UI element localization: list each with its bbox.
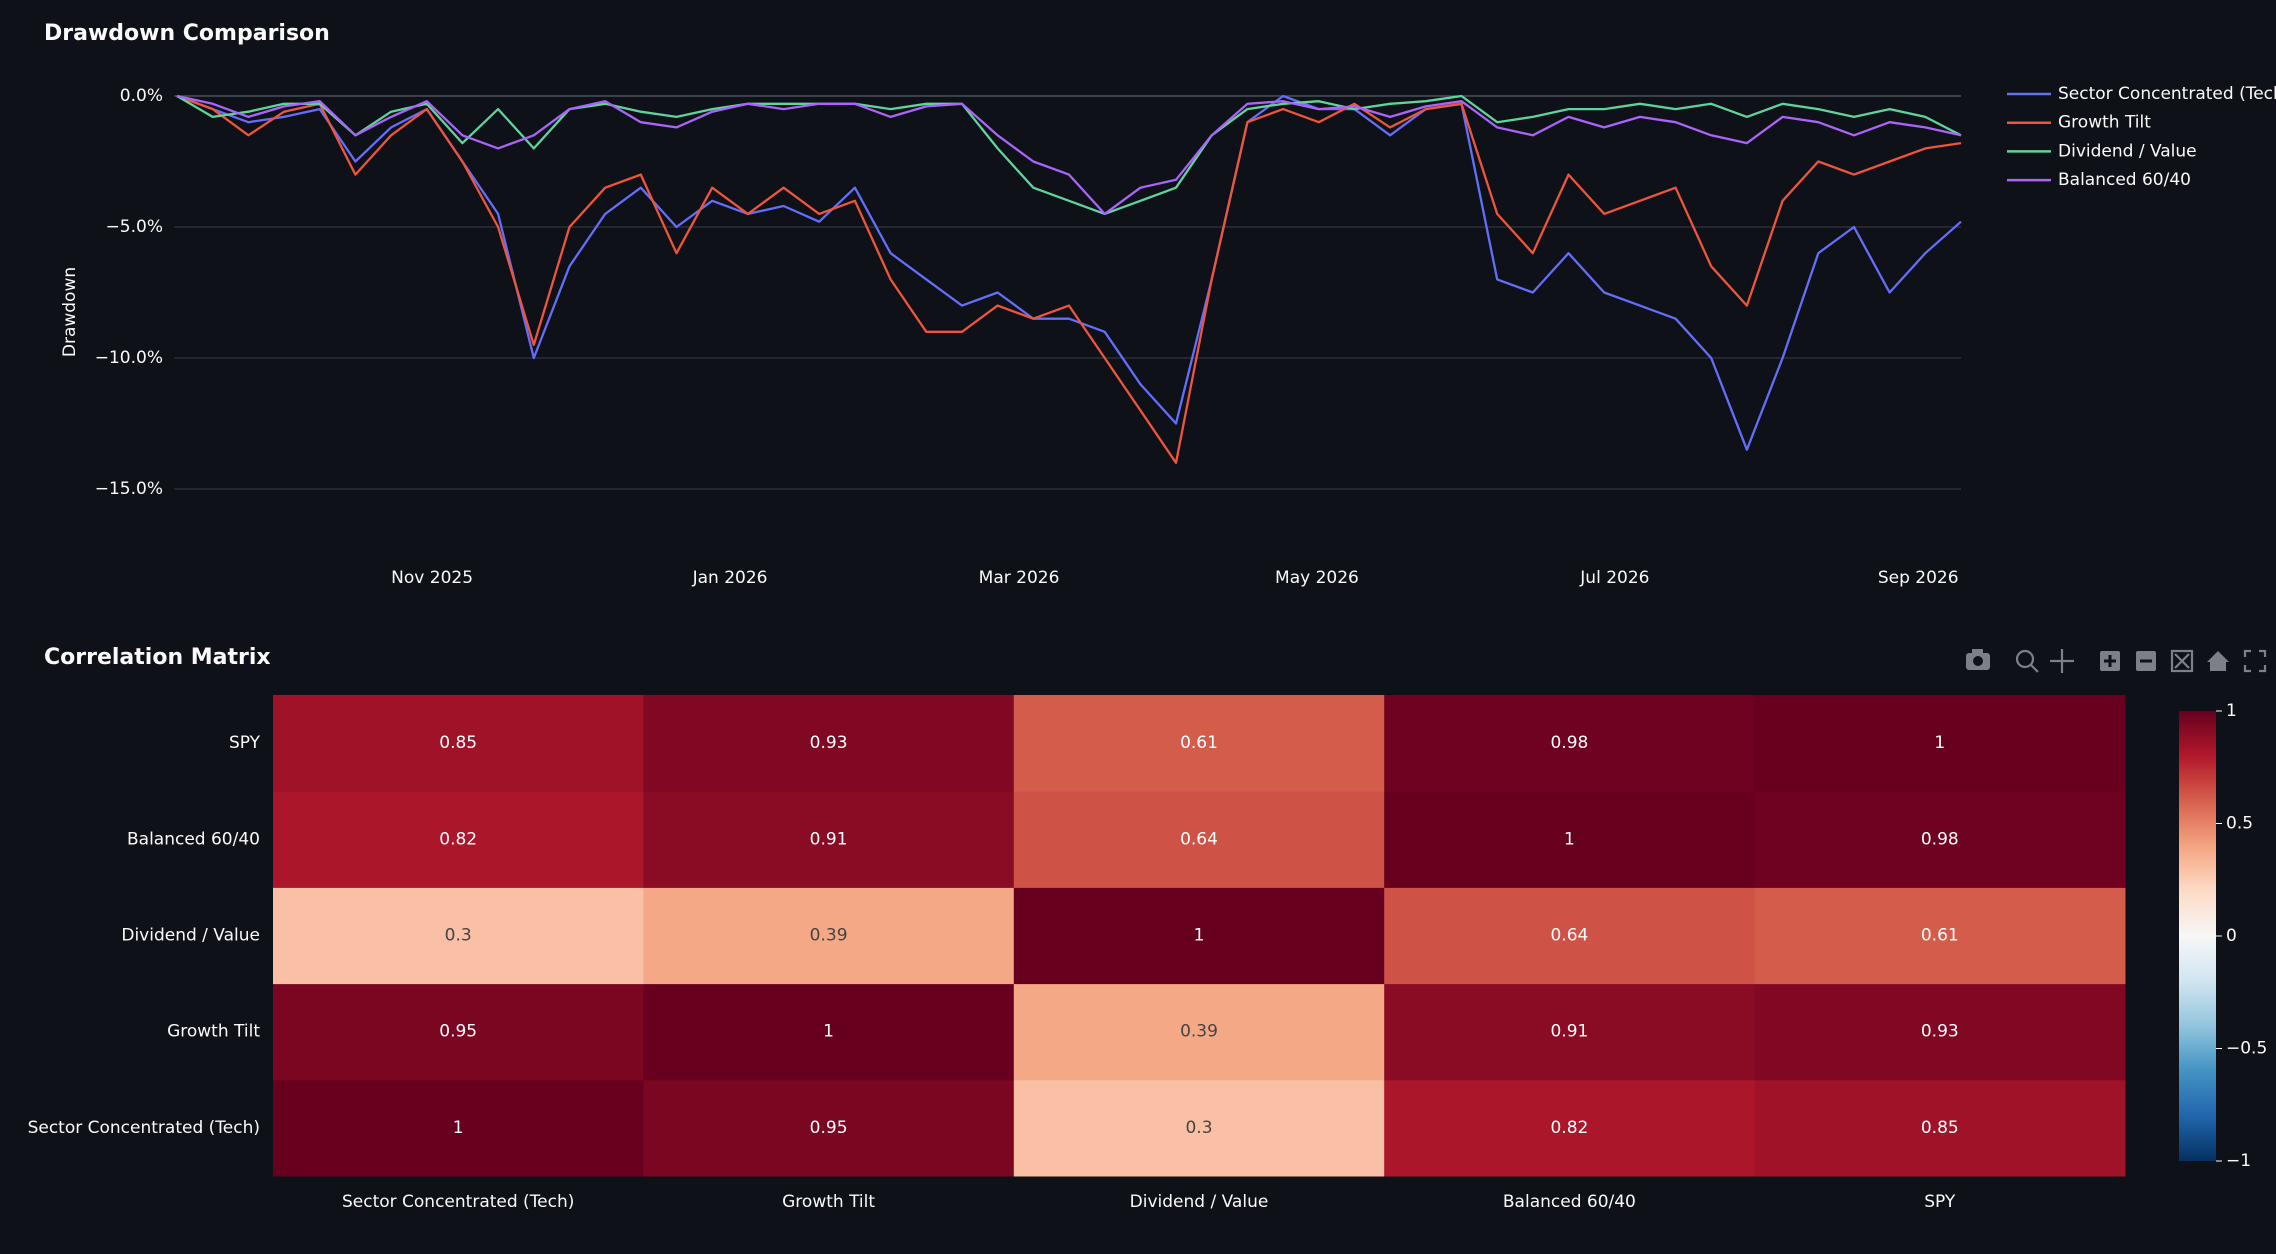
y-tick-label: −10.0% xyxy=(95,348,163,368)
fullscreen-icon[interactable] xyxy=(2243,649,2267,673)
heatmap-cell xyxy=(1384,887,1756,985)
y-tick-label: Sector Concentrated (Tech) xyxy=(28,1118,260,1138)
series-line xyxy=(176,94,1962,464)
y-axis-title: Drawdown xyxy=(60,267,80,357)
y-tick-label: 0.0% xyxy=(120,86,163,106)
cell-label: 0.64 xyxy=(1550,926,1588,946)
x-tick-label: Sep 2026 xyxy=(1878,568,1959,588)
legend-label: Sector Concentrated (Tech) xyxy=(2058,84,2276,104)
colorbar-tick-label: 1 xyxy=(2226,701,2237,721)
heatmap-cell xyxy=(1384,1079,1756,1177)
heatmap-cell xyxy=(643,1079,1015,1177)
heatmap-cell xyxy=(273,887,644,985)
colorbar-tick-label: 0.5 xyxy=(2226,814,2253,834)
series-line xyxy=(176,94,1962,216)
cell-label: 0.98 xyxy=(1921,829,1959,849)
colorbar-tick-label: −0.5 xyxy=(2226,1039,2267,1059)
x-tick-label: Sector Concentrated (Tech) xyxy=(342,1192,574,1212)
x-tick-label: Jul 2026 xyxy=(1579,568,1649,588)
zoom-out-icon[interactable] xyxy=(2136,651,2156,671)
cell-label: 0.61 xyxy=(1921,926,1959,946)
heatmap-cell xyxy=(1384,695,1756,792)
x-tick-label: Growth Tilt xyxy=(782,1192,875,1212)
cell-label: 0.95 xyxy=(439,1022,477,1042)
cell-label: 0.85 xyxy=(439,733,477,753)
heatmap-cell xyxy=(1754,695,2126,792)
y-tick-label: SPY xyxy=(229,733,261,753)
colorbar xyxy=(2179,711,2216,1161)
heatmap-cell xyxy=(1754,791,2126,888)
heatmap-cell xyxy=(273,1079,644,1177)
y-tick-label: −15.0% xyxy=(95,479,163,499)
pan-icon[interactable] xyxy=(2050,649,2074,673)
y-tick-label: −5.0% xyxy=(106,217,163,237)
cell-label: 0.91 xyxy=(810,829,848,849)
cell-label: 1 xyxy=(1564,829,1575,849)
heatmap-cell xyxy=(273,695,644,792)
cell-label: 1 xyxy=(453,1118,464,1138)
legend-label: Growth Tilt xyxy=(2058,113,2151,133)
zoom-in-icon[interactable] xyxy=(2100,651,2120,671)
heatmap-cell xyxy=(273,791,644,888)
cell-label: 0.93 xyxy=(810,733,848,753)
heatmap-cell xyxy=(1013,887,1385,985)
x-tick-label: Mar 2026 xyxy=(979,568,1060,588)
camera-icon[interactable] xyxy=(1966,649,1990,670)
x-tick-label: Dividend / Value xyxy=(1130,1192,1269,1212)
modebar[interactable] xyxy=(1966,649,2267,673)
x-tick-label: Jan 2026 xyxy=(692,568,768,588)
heatmap-cell xyxy=(1754,887,2126,985)
heatmap-cell xyxy=(1013,695,1385,792)
cell-label: 0.91 xyxy=(1550,1022,1588,1042)
series-line xyxy=(176,94,1962,451)
cell-label: 0.3 xyxy=(1185,1118,1212,1138)
y-tick-label: Dividend / Value xyxy=(121,926,260,946)
zoom-icon[interactable] xyxy=(2015,649,2039,673)
heatmap-cell xyxy=(1013,791,1385,888)
legend-label: Balanced 60/40 xyxy=(2058,170,2191,190)
heatmap-cell xyxy=(1384,791,1756,888)
series-line xyxy=(176,94,1962,216)
chart-title: Drawdown Comparison xyxy=(44,21,330,46)
cell-label: 0.93 xyxy=(1921,1022,1959,1042)
chart-title: Correlation Matrix xyxy=(44,645,271,670)
cell-label: 0.64 xyxy=(1180,829,1218,849)
x-tick-label: SPY xyxy=(1924,1192,1956,1212)
cell-label: 0.85 xyxy=(1921,1118,1959,1138)
heatmap-cell xyxy=(273,983,644,1081)
cell-label: 0.98 xyxy=(1550,733,1588,753)
autoscale-icon[interactable] xyxy=(2170,649,2194,673)
cell-label: 0.39 xyxy=(810,926,848,946)
colorbar-tick-label: 0 xyxy=(2226,926,2237,946)
y-tick-label: Balanced 60/40 xyxy=(127,829,260,849)
reset-icon[interactable] xyxy=(2207,651,2229,671)
cell-label: 1 xyxy=(823,1022,834,1042)
cell-label: 0.95 xyxy=(810,1118,848,1138)
cell-label: 1 xyxy=(1934,733,1945,753)
legend-label: Dividend / Value xyxy=(2058,141,2197,161)
x-tick-label: May 2026 xyxy=(1275,568,1359,588)
cell-label: 0.3 xyxy=(445,926,472,946)
heatmap-cell xyxy=(643,887,1015,985)
y-tick-label: Growth Tilt xyxy=(167,1022,260,1042)
cell-label: 0.61 xyxy=(1180,733,1218,753)
x-tick-label: Balanced 60/40 xyxy=(1503,1192,1636,1212)
cell-label: 0.39 xyxy=(1180,1022,1218,1042)
cell-label: 0.82 xyxy=(439,829,477,849)
heatmap-cell xyxy=(1754,983,2126,1081)
heatmap-cell xyxy=(643,695,1015,792)
heatmap-cell xyxy=(1384,983,1756,1081)
colorbar-tick-label: −1 xyxy=(2226,1151,2251,1171)
cell-label: 1 xyxy=(1194,926,1205,946)
heatmap-cell xyxy=(643,983,1015,1081)
heatmap-cell xyxy=(1013,1079,1385,1177)
heatmap-cell xyxy=(1754,1079,2126,1177)
heatmap-cell xyxy=(643,791,1015,888)
heatmap-cell xyxy=(1013,983,1385,1081)
x-tick-label: Nov 2025 xyxy=(391,568,473,588)
cell-label: 0.82 xyxy=(1550,1118,1588,1138)
